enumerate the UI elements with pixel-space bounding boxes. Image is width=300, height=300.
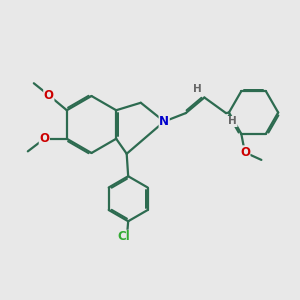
Text: N: N [159, 115, 169, 128]
Text: O: O [44, 89, 54, 102]
Text: O: O [39, 132, 49, 145]
Text: H: H [194, 84, 202, 94]
Text: O: O [240, 146, 250, 159]
Text: Cl: Cl [117, 230, 130, 243]
Text: H: H [228, 116, 237, 127]
